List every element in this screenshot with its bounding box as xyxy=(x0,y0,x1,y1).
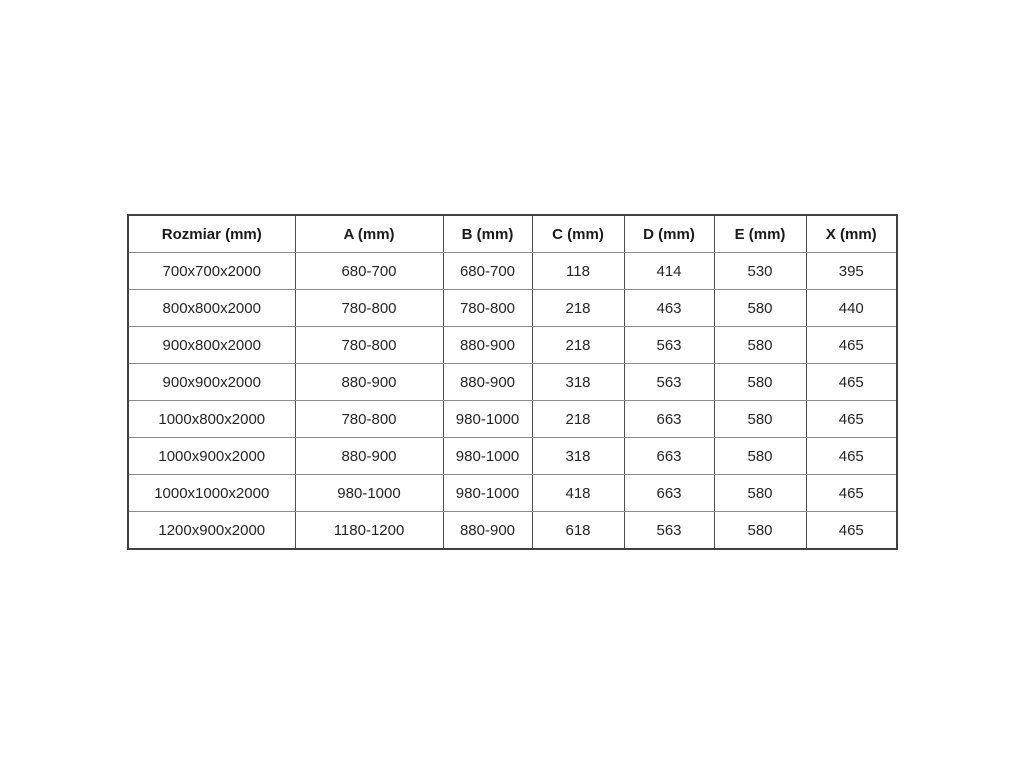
table-cell: 580 xyxy=(713,326,807,364)
table-cell: 580 xyxy=(713,437,807,475)
column-header-rozmiar: Rozmiar (mm) xyxy=(127,214,296,253)
table-cell: 1000x900x2000 xyxy=(127,437,296,475)
table-cell: 680-700 xyxy=(442,252,533,290)
table-cell: 580 xyxy=(713,289,807,327)
table-row: 700x700x2000 680-700 680-700 118 414 530 395 xyxy=(127,252,898,290)
table-cell: 880-900 xyxy=(442,363,533,401)
table-cell: 465 xyxy=(805,326,898,364)
column-header-c: C (mm) xyxy=(531,214,625,253)
header-row: Rozmiar (mm) A (mm) B (mm) C (mm) D (mm)… xyxy=(127,214,898,253)
table-cell: 395 xyxy=(805,252,898,290)
table-cell: 218 xyxy=(531,289,625,327)
table-cell: 218 xyxy=(531,400,625,438)
table-cell: 318 xyxy=(531,437,625,475)
spec-table-container: Rozmiar (mm) A (mm) B (mm) C (mm) D (mm)… xyxy=(127,214,898,550)
table-cell: 465 xyxy=(805,474,898,512)
table-row: 1000x800x2000 780-800 980-1000 218 663 580 465 xyxy=(127,400,898,438)
table-cell: 780-800 xyxy=(442,289,533,327)
column-header-a: A (mm) xyxy=(294,214,444,253)
table-cell: 440 xyxy=(805,289,898,327)
table-cell: 465 xyxy=(805,363,898,401)
column-header-b: B (mm) xyxy=(442,214,533,253)
table-cell: 530 xyxy=(713,252,807,290)
table-cell: 880-900 xyxy=(442,511,533,550)
table-cell: 880-900 xyxy=(294,437,444,475)
table-cell: 663 xyxy=(623,437,715,475)
table-row: 1000x900x2000 880-900 980-1000 318 663 580 465 xyxy=(127,437,898,475)
table-row: 900x800x2000 780-800 880-900 218 563 580 465 xyxy=(127,326,898,364)
table-cell: 463 xyxy=(623,289,715,327)
table-cell: 880-900 xyxy=(442,326,533,364)
table-cell: 318 xyxy=(531,363,625,401)
table-cell: 218 xyxy=(531,326,625,364)
table-cell: 980-1000 xyxy=(442,474,533,512)
column-header-x: X (mm) xyxy=(805,214,898,253)
table-cell: 1000x1000x2000 xyxy=(127,474,296,512)
column-header-e: E (mm) xyxy=(713,214,807,253)
table-cell: 980-1000 xyxy=(442,400,533,438)
table-cell: 800x800x2000 xyxy=(127,289,296,327)
table-cell: 465 xyxy=(805,437,898,475)
table-cell: 663 xyxy=(623,400,715,438)
table-row: 1000x1000x2000 980-1000 980-1000 418 663 580 4… xyxy=(127,474,898,512)
table-cell: 563 xyxy=(623,511,715,550)
table-cell: 880-900 xyxy=(294,363,444,401)
column-header-d: D (mm) xyxy=(623,214,715,253)
table-cell: 680-700 xyxy=(294,252,444,290)
table-cell: 618 xyxy=(531,511,625,550)
table-cell: 780-800 xyxy=(294,289,444,327)
table-cell: 1200x900x2000 xyxy=(127,511,296,550)
table-cell: 1180-1200 xyxy=(294,511,444,550)
table-cell: 1000x800x2000 xyxy=(127,400,296,438)
table-cell: 580 xyxy=(713,363,807,401)
table-cell: 663 xyxy=(623,474,715,512)
table-row: 800x800x2000 780-800 780-800 218 463 580 440 xyxy=(127,289,898,327)
table-cell: 780-800 xyxy=(294,326,444,364)
table-cell: 414 xyxy=(623,252,715,290)
size-spec-table: Rozmiar (mm) A (mm) B (mm) C (mm) D (mm)… xyxy=(127,214,898,550)
table-cell: 900x900x2000 xyxy=(127,363,296,401)
table-cell: 580 xyxy=(713,400,807,438)
table-cell: 580 xyxy=(713,474,807,512)
table-cell: 118 xyxy=(531,252,625,290)
table-cell: 563 xyxy=(623,363,715,401)
table-cell: 580 xyxy=(713,511,807,550)
table-cell: 780-800 xyxy=(294,400,444,438)
table-cell: 465 xyxy=(805,400,898,438)
table-cell: 700x700x2000 xyxy=(127,252,296,290)
table-cell: 980-1000 xyxy=(294,474,444,512)
table-cell: 980-1000 xyxy=(442,437,533,475)
table-cell: 563 xyxy=(623,326,715,364)
table-cell: 418 xyxy=(531,474,625,512)
table-cell: 900x800x2000 xyxy=(127,326,296,364)
table-row: 1200x900x2000 1180-1200 880-900 618 563 580 46… xyxy=(127,511,898,550)
table-row: 900x900x2000 880-900 880-900 318 563 580 465 xyxy=(127,363,898,401)
table-cell: 465 xyxy=(805,511,898,550)
